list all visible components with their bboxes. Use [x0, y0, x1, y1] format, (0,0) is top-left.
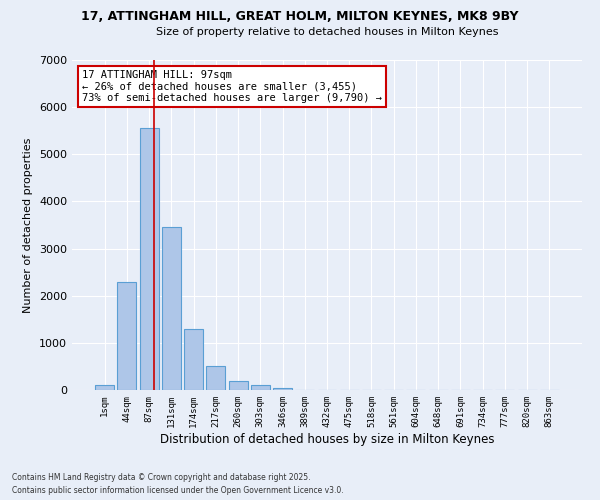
- Bar: [206, 366, 225, 390]
- Bar: [229, 380, 248, 390]
- Y-axis label: Number of detached properties: Number of detached properties: [23, 138, 34, 312]
- Bar: [140, 128, 158, 390]
- Bar: [184, 328, 203, 390]
- Title: Size of property relative to detached houses in Milton Keynes: Size of property relative to detached ho…: [156, 27, 498, 37]
- Bar: [118, 282, 136, 390]
- Text: 17 ATTINGHAM HILL: 97sqm
← 26% of detached houses are smaller (3,455)
73% of sem: 17 ATTINGHAM HILL: 97sqm ← 26% of detach…: [82, 70, 382, 103]
- Bar: [273, 388, 292, 390]
- X-axis label: Distribution of detached houses by size in Milton Keynes: Distribution of detached houses by size …: [160, 432, 494, 446]
- Bar: [251, 386, 270, 390]
- Bar: [162, 228, 181, 390]
- Bar: [95, 386, 114, 390]
- Text: Contains HM Land Registry data © Crown copyright and database right 2025.
Contai: Contains HM Land Registry data © Crown c…: [12, 474, 344, 495]
- Text: 17, ATTINGHAM HILL, GREAT HOLM, MILTON KEYNES, MK8 9BY: 17, ATTINGHAM HILL, GREAT HOLM, MILTON K…: [81, 10, 519, 23]
